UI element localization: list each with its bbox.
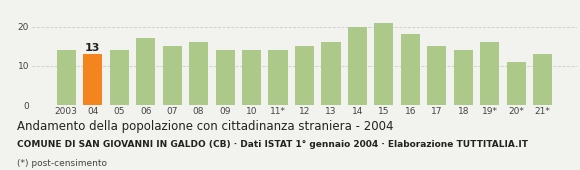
- Bar: [242, 50, 261, 105]
- Bar: [189, 42, 208, 105]
- Bar: [454, 50, 473, 105]
- Bar: [507, 62, 526, 105]
- Bar: [533, 54, 552, 105]
- Bar: [136, 38, 155, 105]
- Bar: [295, 46, 314, 105]
- Bar: [162, 46, 182, 105]
- Bar: [480, 42, 499, 105]
- Bar: [401, 34, 420, 105]
- Text: COMUNE DI SAN GIOVANNI IN GALDO (CB) · Dati ISTAT 1° gennaio 2004 · Elaborazione: COMUNE DI SAN GIOVANNI IN GALDO (CB) · D…: [17, 140, 528, 149]
- Text: 13: 13: [85, 42, 100, 53]
- Bar: [57, 50, 76, 105]
- Bar: [269, 50, 288, 105]
- Text: (*) post-censimento: (*) post-censimento: [17, 159, 107, 168]
- Bar: [348, 27, 367, 105]
- Bar: [216, 50, 234, 105]
- Bar: [110, 50, 129, 105]
- Bar: [375, 23, 393, 105]
- Bar: [427, 46, 447, 105]
- Bar: [321, 42, 340, 105]
- Bar: [83, 54, 102, 105]
- Text: Andamento della popolazione con cittadinanza straniera - 2004: Andamento della popolazione con cittadin…: [17, 120, 394, 133]
